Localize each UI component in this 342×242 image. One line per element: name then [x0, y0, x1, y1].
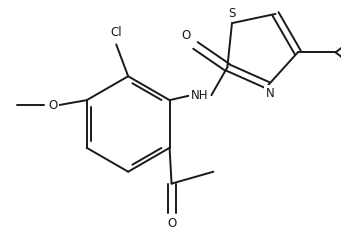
Text: O: O	[181, 29, 190, 42]
Text: Cl: Cl	[110, 26, 122, 39]
Text: O: O	[48, 98, 57, 112]
Text: S: S	[228, 7, 236, 20]
Text: NH: NH	[191, 89, 208, 102]
Text: N: N	[266, 87, 274, 100]
Text: O: O	[167, 217, 176, 230]
